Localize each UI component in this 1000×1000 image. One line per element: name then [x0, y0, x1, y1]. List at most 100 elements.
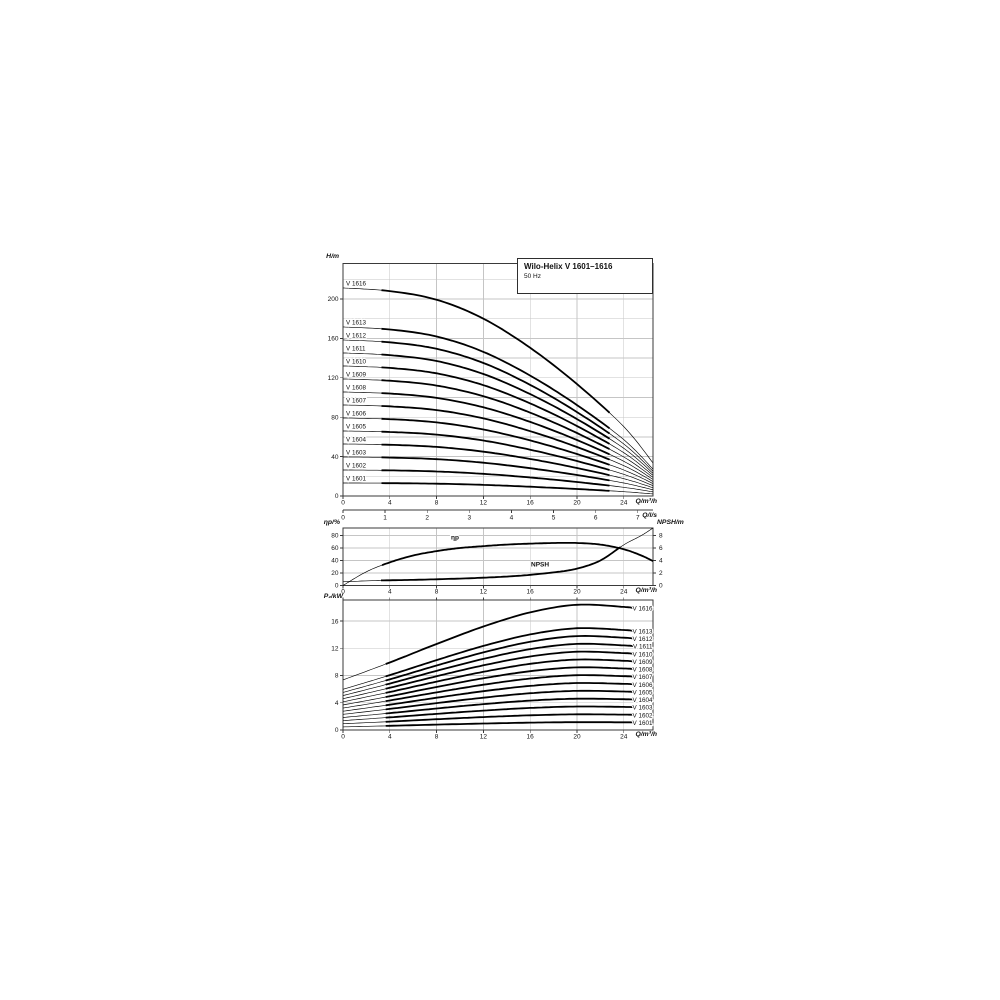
tick-label: 60: [331, 545, 339, 552]
curve-path: [385, 721, 634, 727]
tick-label: 8: [435, 589, 439, 596]
curve-label: V 1605: [633, 689, 653, 696]
title-box: Wilo-Helix V 1601–1616 50 Hz: [517, 258, 653, 294]
curve-label: V 1613: [346, 319, 366, 326]
tick-label: 8: [435, 734, 439, 741]
curve-path: [381, 546, 621, 582]
chart-subtitle: 50 Hz: [524, 273, 541, 280]
curve-path: [381, 379, 610, 450]
tick-label: 80: [331, 414, 339, 421]
tick-label: 2: [425, 515, 429, 522]
curve-label: V 1606: [346, 410, 366, 417]
chart-title: Wilo-Helix V 1601–1616: [524, 262, 613, 271]
curve-path: [381, 353, 610, 440]
efficiency-npsh-chart-frame: [342, 527, 654, 586]
curve-path: [385, 682, 634, 707]
curve-label: V 1612: [346, 332, 366, 339]
curve-label: V 1609: [633, 659, 653, 666]
tick-label: 0: [341, 515, 345, 522]
curve-path: [381, 340, 611, 435]
tick-label: 4: [388, 589, 392, 596]
curve-label: V 1616: [633, 606, 653, 613]
curve-path: [381, 430, 610, 471]
tick-label: 0: [335, 493, 339, 500]
flow-ls-axis: 0 1 2 3 4 5 6 7: [341, 509, 653, 522]
tick-label: 0: [341, 589, 345, 596]
curve-label: V 1604: [633, 697, 653, 704]
tick-label: 12: [480, 734, 488, 741]
curve-path: [385, 713, 634, 723]
tick-label: 20: [331, 570, 339, 577]
curve-label: V 1609: [346, 371, 366, 378]
curve-label: V 1612: [633, 636, 653, 643]
curve-path: [381, 327, 611, 430]
curve-path: [385, 603, 634, 665]
flow-axis-unit-label-top: Q/m³/h: [635, 498, 657, 505]
curve-label: V 1606: [633, 682, 653, 689]
tick-label: 24: [620, 500, 628, 507]
curve-label: V 1605: [346, 423, 366, 430]
tick-label: 12: [480, 500, 488, 507]
tick-label: 24: [620, 589, 628, 596]
tick-label: 8: [335, 673, 339, 680]
power-axis-unit-label: P₂/kW: [323, 593, 343, 600]
power-chart-series: [342, 603, 634, 728]
flow-axis-unit-label-mid: Q/m³/h: [635, 587, 657, 594]
curve-path: [381, 289, 611, 414]
curve-label: V 1604: [346, 436, 366, 443]
curve-path: [385, 697, 634, 715]
tick-label: 16: [331, 618, 339, 625]
efficiency-npsh-series-labels: ηp NPSH: [450, 533, 551, 569]
tick-label: 8: [659, 533, 663, 540]
curve-label: V 1607: [346, 397, 366, 404]
tick-label: 16: [527, 500, 535, 507]
tick-label: 0: [335, 583, 339, 590]
curve-label: V 1607: [633, 674, 653, 681]
curve-path: [385, 650, 634, 690]
curve-label: V 1603: [633, 705, 653, 712]
tick-label: 5: [552, 515, 556, 522]
curve-path: [381, 482, 610, 492]
flow-axis-unit-label-ls: Q/l/s: [642, 512, 657, 519]
curve-path: [381, 392, 610, 456]
tick-label: 160: [328, 336, 339, 343]
power-chart-frame: [342, 599, 654, 731]
tick-label: 80: [331, 533, 339, 540]
tick-label: 6: [659, 545, 663, 552]
tick-label: 4: [388, 734, 392, 741]
tick-label: 0: [341, 500, 345, 507]
efficiency-npsh-chart-grid: [343, 528, 653, 586]
tick-label: 200: [328, 296, 339, 303]
curve-label: V 1610: [346, 358, 366, 365]
curve-label: V 1611: [633, 644, 653, 651]
tick-label: 0: [341, 734, 345, 741]
curve-label: V 1608: [633, 667, 653, 674]
curve-path: [381, 456, 610, 482]
head-chart-series-labels: V 1616 V 1613 V 1612 V 1611 V 1610 V 1609 V 16…: [345, 279, 368, 483]
tick-label: 4: [335, 700, 339, 707]
curve-path: [342, 604, 634, 681]
power-chart-axes: 0 4 8 12 16 20 24 0 4 8 12 16: [331, 597, 628, 741]
curve-label: V 1611: [346, 345, 366, 352]
curve-path: [385, 705, 634, 719]
curve-path: [381, 405, 610, 461]
curve-path: [381, 469, 610, 487]
tick-label: 20: [573, 500, 581, 507]
tick-label: 0: [335, 727, 339, 734]
curve-path: [385, 635, 634, 682]
tick-label: 24: [620, 734, 628, 741]
curve-path: [385, 627, 634, 678]
tick-label: 6: [594, 515, 598, 522]
efficiency-axis-unit-label: ηp/%: [323, 519, 340, 526]
tick-label: 3: [468, 515, 472, 522]
curve-path: [385, 689, 634, 711]
flow-axis-unit-label-bottom: Q/m³/h: [635, 731, 657, 738]
efficiency-npsh-series: [342, 527, 654, 586]
tick-label: 20: [573, 734, 581, 741]
head-axis-unit-label: H/m: [326, 253, 339, 260]
npsh-curve-label: NPSH: [531, 562, 549, 569]
